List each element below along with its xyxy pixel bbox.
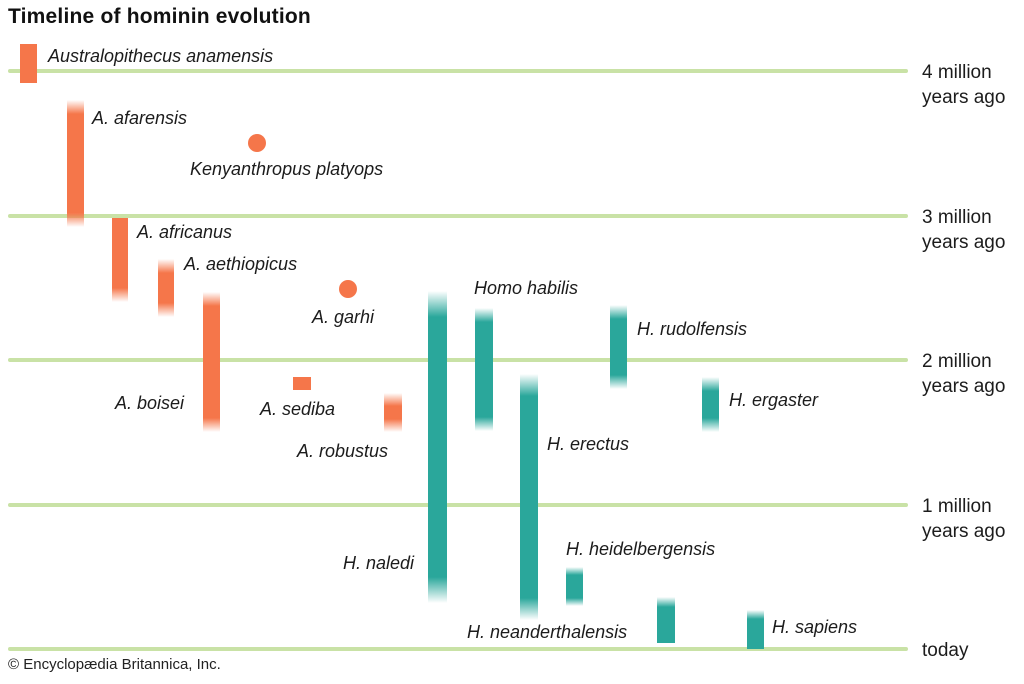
timeline-gridline bbox=[8, 213, 908, 218]
species-label: H. ergaster bbox=[729, 390, 819, 410]
timeline-gridline bbox=[8, 502, 908, 507]
species-bar bbox=[203, 292, 220, 433]
species-label: H. erectus bbox=[547, 434, 630, 454]
species-label: A. afarensis bbox=[92, 108, 188, 128]
species-bar bbox=[158, 258, 174, 317]
species-bar bbox=[747, 609, 764, 649]
timeline-gridline bbox=[8, 647, 908, 651]
species-label: H. neanderthalensis bbox=[467, 622, 628, 642]
species-label: Australopithecus anamensis bbox=[48, 46, 274, 66]
species-bar bbox=[67, 99, 84, 228]
species-label: A. boisei bbox=[115, 393, 185, 413]
species-bar bbox=[657, 596, 675, 644]
species-bar bbox=[384, 393, 402, 433]
species-label: H. sapiens bbox=[772, 617, 858, 637]
species-dot bbox=[339, 280, 357, 299]
species-label: H. heidelbergensis bbox=[566, 539, 716, 559]
species-label: H. rudolfensis bbox=[637, 319, 748, 339]
species-bar bbox=[112, 218, 128, 303]
species-label: A. aethiopicus bbox=[184, 254, 298, 274]
copyright-notice: © Encyclopædia Britannica, Inc. bbox=[8, 656, 221, 673]
timeline-gridline bbox=[8, 358, 908, 362]
species-label: Kenyanthropus platyops bbox=[190, 159, 384, 179]
species-dot bbox=[248, 134, 266, 153]
chart-title: Timeline of hominin evolution bbox=[8, 5, 311, 28]
species-bar bbox=[475, 307, 493, 431]
axis-tick-label: today bbox=[922, 640, 969, 661]
axis-tick-label: 3 million years ago bbox=[922, 206, 1006, 253]
timeline-gridline bbox=[8, 69, 908, 73]
axis-tick-label: 2 million years ago bbox=[922, 351, 1006, 397]
species-label: A. sediba bbox=[260, 399, 336, 419]
axis-tick-label: 1 million years ago bbox=[922, 495, 1006, 542]
species-bar bbox=[702, 377, 719, 433]
axis-tick-label: 4 million years ago bbox=[922, 62, 1006, 108]
species-bar bbox=[293, 377, 311, 391]
species-label: A. garhi bbox=[312, 307, 375, 327]
species-bar bbox=[428, 290, 447, 603]
species-label: H. naledi bbox=[343, 553, 415, 573]
species-label: Homo habilis bbox=[474, 278, 579, 298]
species-bar bbox=[520, 374, 538, 621]
species-bar bbox=[566, 566, 583, 606]
species-label: A. robustus bbox=[297, 441, 389, 461]
species-bar bbox=[610, 305, 627, 389]
species-bar bbox=[20, 43, 37, 83]
species-label: A. africanus bbox=[137, 222, 233, 242]
